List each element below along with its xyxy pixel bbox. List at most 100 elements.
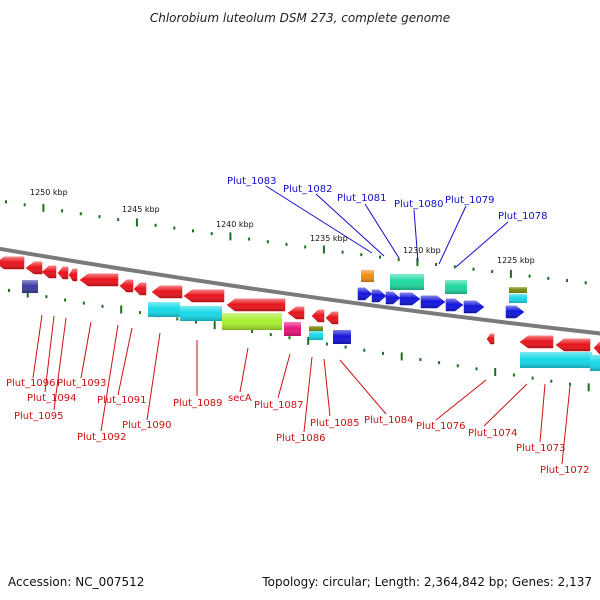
gene-label-plut-1076[interactable]: Plut_1076 [416,421,466,432]
gene-reverse-cyan[interactable] [148,302,180,317]
gene-label-plut-1091[interactable]: Plut_1091 [97,395,147,406]
gene-label-plut-1074[interactable]: Plut_1074 [468,428,518,439]
gene-forward-blue[interactable] [463,300,485,314]
scale-tick-outer [491,270,494,274]
gene-label-plut-1087[interactable]: Plut_1087 [254,400,304,411]
gene-forward-blue[interactable] [357,287,373,301]
scale-tick-outer [79,212,82,216]
leader-line-reverse [117,327,133,396]
scale-tick-inner [176,317,179,321]
gene-reverse-cyan[interactable] [590,355,600,371]
scale-tick-outer [42,203,45,212]
scale-tick-inner [438,361,441,365]
gene-reverse-cyan[interactable] [180,306,222,321]
gene-forward-cyan[interactable] [509,294,527,303]
gene-label-plut-1090[interactable]: Plut_1090 [122,420,172,431]
gene-forward-blue[interactable] [399,292,421,306]
leader-line-reverse [100,324,119,432]
gene-reverse-lime[interactable] [222,313,282,330]
gene-forward-teal[interactable] [390,274,424,290]
scale-tick-inner [587,383,590,392]
gene-label-plut-1095[interactable]: Plut_1095 [14,411,64,422]
leader-line-reverse [146,332,161,421]
gene-forward-blue[interactable] [420,295,446,309]
leader-line-reverse [435,379,487,421]
scale-tick-inner [400,352,403,361]
scale-tick-inner [512,373,515,377]
gene-label-plut-1089[interactable]: Plut_1089 [173,398,223,409]
gene-forward-blue[interactable] [505,305,525,319]
gene-forward-blue[interactable] [371,289,387,303]
gene-label-plut-1093[interactable]: Plut_1093 [57,378,107,389]
gene-label-plut-1082[interactable]: Plut_1082 [283,184,333,195]
gene-forward-olive[interactable] [509,287,527,293]
scale-tick-outer [379,255,381,259]
scale-tick-inner [251,329,254,333]
gene-forward-teal[interactable] [445,280,467,294]
gene-label-plut-1084[interactable]: Plut_1084 [364,415,414,426]
gene-reverse-red[interactable] [57,266,69,280]
scale-tick-inner [138,311,141,315]
gene-reverse-red[interactable] [183,289,225,303]
gene-reverse-red[interactable] [226,298,286,312]
gene-reverse-red[interactable] [41,265,57,279]
gene-reverse-red[interactable] [79,273,119,287]
gene-reverse-red[interactable] [0,256,25,270]
scale-tick-outer [285,242,288,246]
scale-tick-outer [397,258,400,262]
gene-label-plut-1086[interactable]: Plut_1086 [276,433,326,444]
gene-label-plut-1092[interactable]: Plut_1092 [77,432,127,443]
gene-forward-orange[interactable] [361,270,374,282]
gene-reverse-navy[interactable] [22,280,38,293]
gene-reverse-red[interactable] [151,285,183,299]
leader-line-reverse [303,356,313,433]
scale-tick-outer [416,258,419,267]
gene-reverse-blue[interactable] [333,330,351,344]
gene-reverse-cyan[interactable] [309,331,323,340]
gene-reverse-red[interactable] [593,341,600,355]
gene-forward-blue[interactable] [385,291,401,305]
gene-reverse-red[interactable] [68,268,78,282]
gene-reverse-magenta[interactable] [284,322,301,336]
gene-reverse-red[interactable] [325,311,339,325]
scale-tick-outer [248,237,251,241]
scale-tick-outer [566,279,568,283]
scale-tick-outer [117,218,120,222]
gene-label-plut-1078[interactable]: Plut_1078 [498,211,548,222]
gene-reverse-red[interactable] [119,279,134,293]
gene-reverse-red[interactable] [555,338,591,352]
gene-reverse-red[interactable] [25,261,43,275]
gene-label-plut-1080[interactable]: Plut_1080 [394,199,444,210]
scale-tick-inner [45,295,48,299]
gene-label-seca[interactable]: secA [228,393,252,404]
gene-forward-blue[interactable] [445,298,464,312]
leader-line-forward [438,205,467,265]
gene-reverse-cyan[interactable] [520,352,592,368]
scale-tick-inner [213,321,216,330]
gene-reverse-red[interactable] [133,282,147,296]
leader-line-reverse [53,317,67,411]
scale-tick-outer [61,209,64,213]
map-title: Chlorobium luteolum DSM 273, complete ge… [150,11,450,25]
leader-line-reverse [339,359,387,415]
gene-label-plut-1073[interactable]: Plut_1073 [516,443,566,454]
scale-tick-inner [307,336,310,345]
gene-label-plut-1083[interactable]: Plut_1083 [227,176,277,187]
gene-reverse-red[interactable] [486,333,495,345]
gene-label-plut-1094[interactable]: Plut_1094 [27,393,77,404]
gene-reverse-red[interactable] [519,335,554,349]
gene-label-plut-1072[interactable]: Plut_1072 [540,465,590,476]
gene-reverse-red[interactable] [311,309,325,323]
gene-label-plut-1079[interactable]: Plut_1079 [445,195,495,206]
gene-reverse-olive[interactable] [309,326,323,331]
leader-line-forward [265,185,373,254]
gene-label-plut-1085[interactable]: Plut_1085 [310,418,360,429]
scale-tick-outer [192,229,194,233]
gene-label-plut-1096[interactable]: Plut_1096 [6,378,56,389]
gene-label-plut-1081[interactable]: Plut_1081 [337,193,387,204]
gene-reverse-red[interactable] [287,306,305,320]
scale-tick-outer [453,265,456,269]
scale-tick-inner [344,345,347,349]
scale-tick-outer [509,269,512,278]
leader-line-reverse [277,353,291,399]
